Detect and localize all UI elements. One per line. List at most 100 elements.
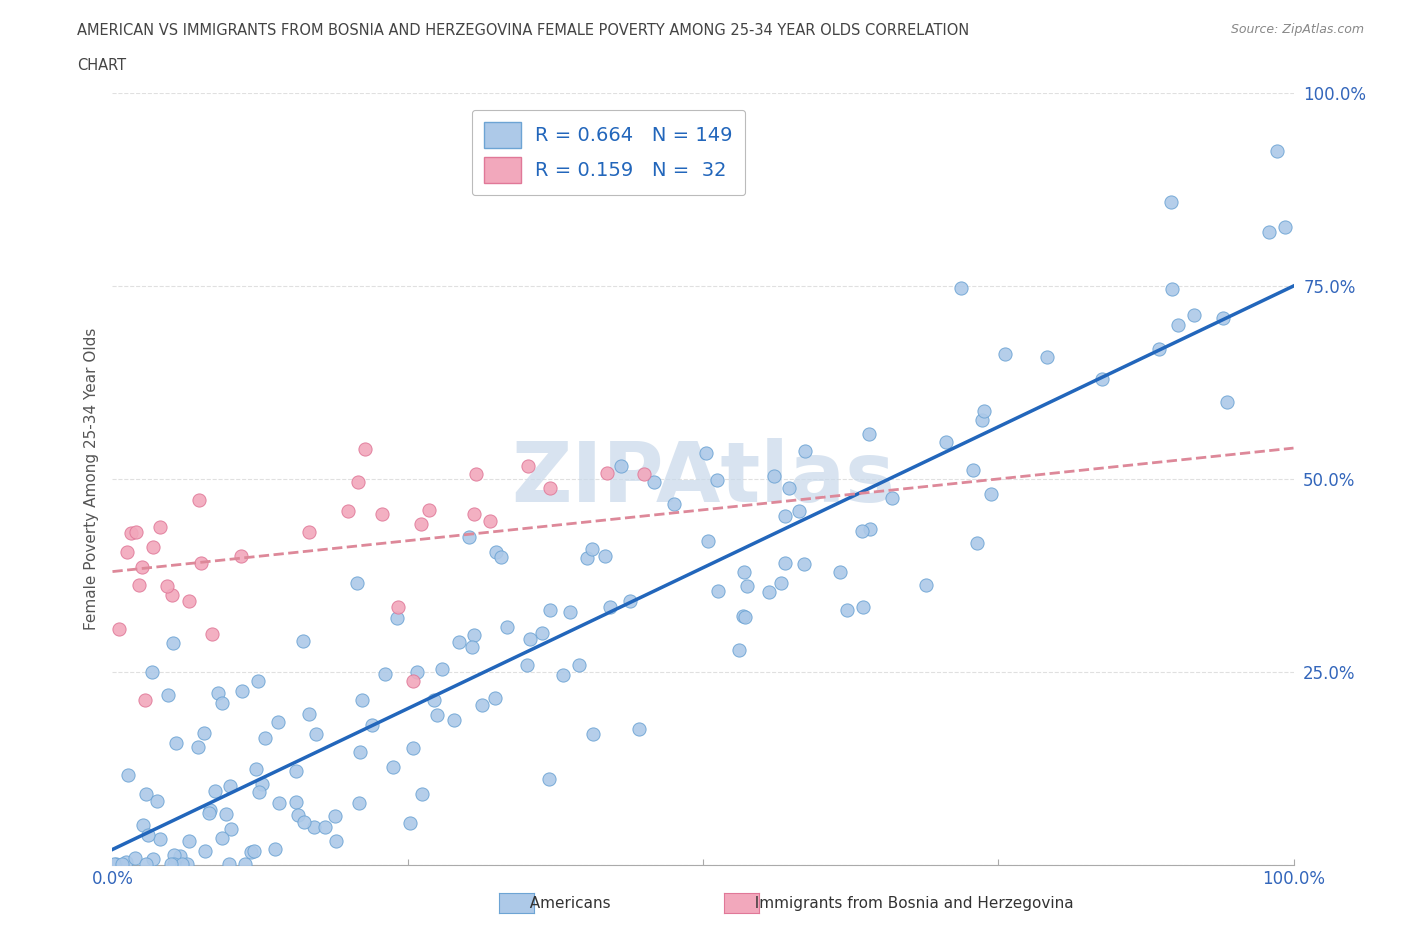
Point <box>485 544 508 559</box>
Point <box>187 739 209 754</box>
Point <box>464 467 486 482</box>
Point <box>215 806 238 821</box>
Point <box>211 696 233 711</box>
Point <box>190 555 212 570</box>
Point <box>218 779 240 794</box>
Point <box>706 473 728 488</box>
Point <box>973 404 995 418</box>
Point <box>291 634 314 649</box>
Point <box>697 534 720 549</box>
Point <box>1265 143 1288 158</box>
Point <box>537 772 560 787</box>
Point <box>581 542 603 557</box>
Point <box>347 795 370 810</box>
Point <box>762 469 785 484</box>
Point <box>835 603 858 618</box>
Point <box>479 514 502 529</box>
Point <box>285 794 308 809</box>
Point <box>187 493 209 508</box>
Point <box>142 852 165 867</box>
Point <box>443 712 465 727</box>
Point <box>519 631 541 646</box>
Point <box>165 736 187 751</box>
Point <box>211 830 233 845</box>
Point <box>160 588 183 603</box>
Point <box>124 850 146 865</box>
Point <box>325 833 347 848</box>
Text: Immigrants from Bosnia and Herzegovina: Immigrants from Bosnia and Herzegovina <box>745 897 1074 911</box>
Point <box>156 578 179 593</box>
Point <box>882 491 904 506</box>
Point <box>201 627 224 642</box>
Point <box>240 844 263 859</box>
Point <box>449 634 471 649</box>
Point <box>787 504 810 519</box>
Text: ZIPAtlas: ZIPAtlas <box>510 438 896 520</box>
Point <box>107 621 129 636</box>
Point <box>1167 317 1189 332</box>
Point <box>1160 194 1182 209</box>
Point <box>858 427 880 442</box>
Point <box>298 525 321 539</box>
Point <box>962 462 984 477</box>
Point <box>146 793 169 808</box>
Text: AMERICAN VS IMMIGRANTS FROM BOSNIA AND HERZEGOVINA FEMALE POVERTY AMONG 25-34 YE: AMERICAN VS IMMIGRANTS FROM BOSNIA AND H… <box>77 23 970 38</box>
Point <box>828 565 851 579</box>
Point <box>994 347 1017 362</box>
Point <box>385 611 408 626</box>
Point <box>204 783 226 798</box>
Point <box>773 556 796 571</box>
Point <box>432 661 454 676</box>
Point <box>243 844 266 858</box>
Point <box>207 685 229 700</box>
Point <box>575 551 598 565</box>
Point <box>264 842 287 857</box>
Point <box>793 444 815 458</box>
Point <box>402 674 425 689</box>
Point <box>284 764 307 778</box>
Point <box>176 857 198 871</box>
Point <box>735 579 758 594</box>
Point <box>169 848 191 863</box>
Point <box>633 467 655 482</box>
Point <box>347 475 370 490</box>
Point <box>852 599 875 614</box>
Point <box>551 668 574 683</box>
Point <box>131 560 153 575</box>
Point <box>218 857 240 871</box>
Point <box>426 708 449 723</box>
Point <box>778 481 800 496</box>
Point <box>231 549 253 564</box>
Point <box>314 819 336 834</box>
Point <box>246 673 269 688</box>
Point <box>734 610 756 625</box>
Point <box>177 594 200 609</box>
Point <box>463 628 485 643</box>
Point <box>423 692 446 707</box>
Point <box>193 726 215 741</box>
Y-axis label: Female Poverty Among 25-34 Year Olds: Female Poverty Among 25-34 Year Olds <box>83 327 98 631</box>
Point <box>595 549 617 564</box>
Point <box>619 593 641 608</box>
Point <box>949 281 972 296</box>
Point <box>664 497 686 512</box>
Point <box>733 565 755 579</box>
Point <box>980 486 1002 501</box>
Point <box>707 584 730 599</box>
Point <box>128 578 150 592</box>
Point <box>298 706 321 721</box>
Point <box>267 715 290 730</box>
Point <box>516 658 538 673</box>
Point <box>361 717 384 732</box>
Point <box>177 834 200 849</box>
Point <box>793 557 815 572</box>
Point <box>163 857 186 871</box>
Point <box>354 442 377 457</box>
Point <box>162 635 184 650</box>
Point <box>149 520 172 535</box>
Point <box>458 530 481 545</box>
Point <box>136 827 159 842</box>
Point <box>117 544 139 559</box>
Point <box>399 816 422 830</box>
Point <box>568 658 591 672</box>
